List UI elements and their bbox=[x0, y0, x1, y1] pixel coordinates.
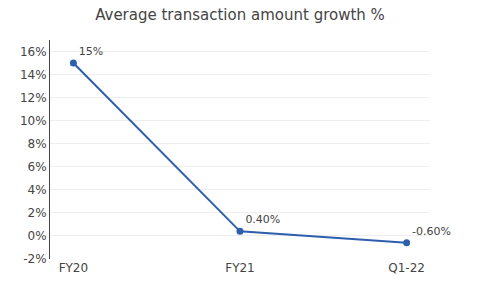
svg-text:0%: 0% bbox=[28, 229, 47, 243]
svg-text:8%: 8% bbox=[28, 137, 47, 151]
svg-text:Q1-22: Q1-22 bbox=[388, 261, 425, 275]
svg-text:12%: 12% bbox=[20, 91, 47, 105]
svg-text:0.40%: 0.40% bbox=[245, 213, 280, 226]
svg-text:16%: 16% bbox=[20, 45, 47, 59]
svg-text:4%: 4% bbox=[28, 183, 47, 197]
svg-text:14%: 14% bbox=[20, 68, 47, 82]
svg-text:10%: 10% bbox=[20, 114, 47, 128]
svg-text:-2%: -2% bbox=[23, 252, 46, 266]
svg-text:FY21: FY21 bbox=[225, 261, 255, 275]
svg-text:Average transaction amount gro: Average transaction amount growth % bbox=[95, 6, 385, 24]
svg-text:FY20: FY20 bbox=[59, 261, 89, 275]
svg-text:15%: 15% bbox=[79, 45, 103, 58]
svg-text:2%: 2% bbox=[28, 206, 47, 220]
svg-text:6%: 6% bbox=[28, 160, 47, 174]
svg-text:-0.60%: -0.60% bbox=[412, 225, 451, 238]
